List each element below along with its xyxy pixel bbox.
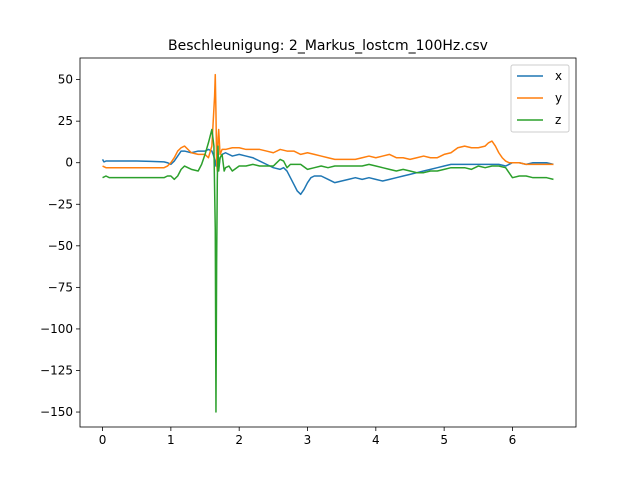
- x-tick-label: 1: [167, 433, 175, 447]
- y-tick-label: −25: [48, 197, 73, 211]
- x-tick-label: 3: [304, 433, 312, 447]
- y-tick-label: 0: [65, 156, 73, 170]
- series-line-x: [101, 148, 554, 196]
- y-tick-label: −75: [48, 280, 73, 294]
- x-tick-label: 0: [99, 433, 107, 447]
- axes-frame: [79, 57, 577, 428]
- series-line-y: [102, 73, 554, 172]
- y-tick-label: −50: [48, 239, 73, 253]
- legend-label-x: x: [555, 69, 562, 83]
- y-tick-label: −150: [40, 405, 73, 419]
- x-tick-label: 5: [440, 433, 448, 447]
- series-line-z: [102, 128, 554, 413]
- x-tick-label: 6: [509, 433, 517, 447]
- y-tick-label: 50: [58, 73, 73, 87]
- legend-label-y: y: [555, 91, 562, 105]
- legend-label-z: z: [555, 113, 561, 127]
- y-tick-label: 25: [58, 114, 73, 128]
- x-tick-label: 4: [372, 433, 380, 447]
- x-tick-label: 2: [235, 433, 243, 447]
- y-tick-label: −125: [40, 363, 73, 377]
- plot-area: 0 1 2 3 4 5 6 50 25 0 −25 −50 −75 −100 −125 −150 xyz: [40, 57, 577, 447]
- y-tick-label: −100: [40, 322, 73, 336]
- chart-title: Beschleunigung: 2_Markus_lostcm_100Hz.cs…: [168, 38, 488, 54]
